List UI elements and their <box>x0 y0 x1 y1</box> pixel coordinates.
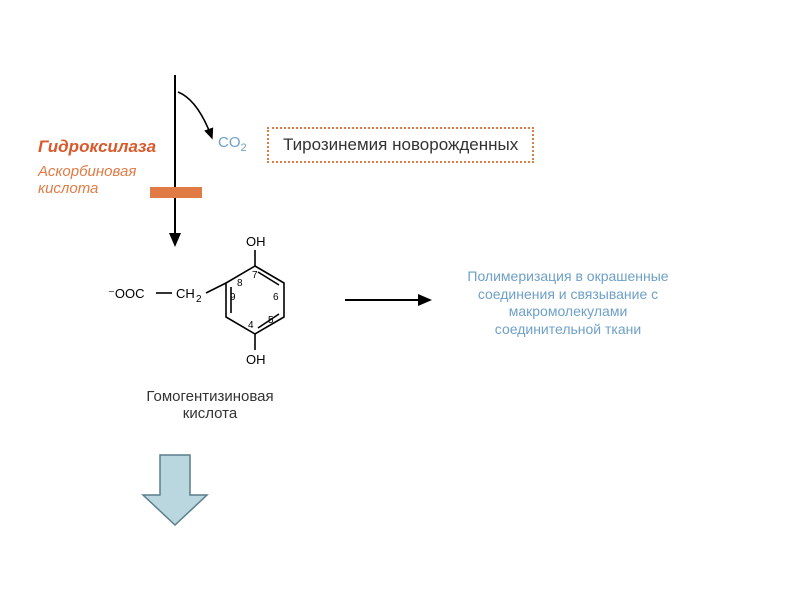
ring-num-6: 6 <box>273 292 279 303</box>
oh-bottom-label: OH <box>246 352 266 367</box>
cofactor-line1: Аскорбиновая <box>38 163 136 180</box>
svg-text:CH: CH <box>176 286 195 301</box>
note-line4: соединительной ткани <box>495 321 641 337</box>
molecule-name: Гомогентизиновая кислота <box>120 388 300 423</box>
oh-top-label: OH <box>246 234 266 249</box>
note-line2: соединения и связывание с <box>478 286 658 302</box>
disease-text: Тирозинемия новорожденных <box>283 135 518 154</box>
ring-num-7: 7 <box>252 270 258 281</box>
co2-label: CO2 <box>218 134 247 154</box>
molecule-name-line2: кислота <box>183 405 237 422</box>
block-down-arrow <box>143 455 207 525</box>
ch2-sub: 2 <box>196 294 202 305</box>
molecule-structure: OH OH CH 2 ⁻OOC 7 8 9 6 5 4 <box>108 234 284 367</box>
ring-num-5: 5 <box>268 315 274 326</box>
molecule-name-line1: Гомогентизиновая <box>146 388 273 405</box>
enzyme-label: Гидроксилаза <box>38 137 156 157</box>
orange-bar <box>150 187 202 198</box>
disease-box: Тирозинемия новорожденных <box>267 127 534 163</box>
cofactor-line2: кислота <box>38 180 98 197</box>
diagram-stage: OH OH CH 2 ⁻OOC 7 8 9 6 5 4 Гидроксил <box>0 0 800 600</box>
co2-main: CO <box>218 134 241 151</box>
ring-num-9: 9 <box>230 292 236 303</box>
ring-num-4: 4 <box>248 320 254 331</box>
ooc-label: ⁻OOC <box>108 286 144 301</box>
note-line1: Полимеризация в окрашенные <box>467 268 668 284</box>
co2-release-arrow <box>178 92 212 138</box>
cofactor-label: Аскорбиновая кислота <box>38 164 136 197</box>
polymerization-note: Полимеризация в окрашенные соединения и … <box>448 268 688 338</box>
ring-num-8: 8 <box>237 278 243 289</box>
co2-sub: 2 <box>241 142 247 154</box>
note-line3: макромолекулами <box>509 303 628 319</box>
